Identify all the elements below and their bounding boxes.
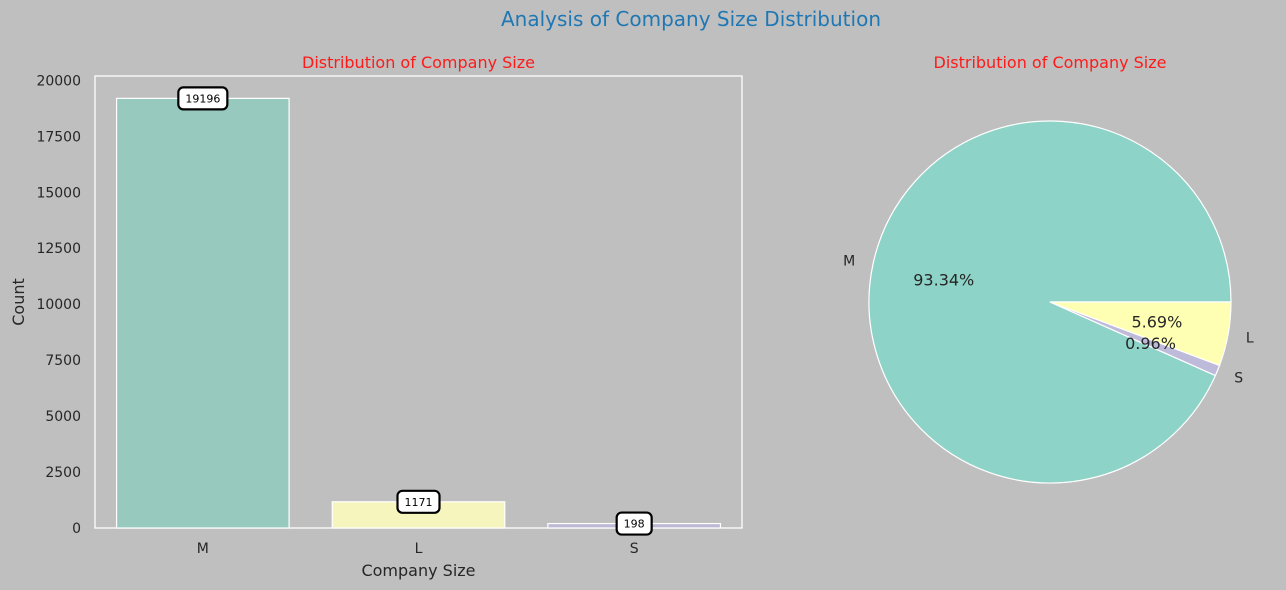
y-tick-label: 0 [72, 521, 81, 537]
pie-category-label: L [1246, 330, 1254, 346]
pie-labels: M 93.34% S 0.96% L 5.69% [843, 254, 1254, 387]
bar-value-label: 1171 [405, 496, 433, 509]
y-tick-label: 2500 [45, 465, 81, 481]
bar-value-label: 19196 [185, 92, 220, 105]
pie-chart: Distribution of Company Size M 93.34% S 0.9… [843, 53, 1254, 484]
figure-title: Analysis of Company Size Distribution [501, 7, 881, 31]
pie-percent-label: 93.34% [913, 270, 974, 289]
x-tick-label: L [415, 541, 423, 557]
pie-percent-label: 5.69% [1131, 312, 1182, 331]
y-tick-label: 15000 [36, 185, 81, 201]
bar-chart-title: Distribution of Company Size [302, 53, 535, 72]
bar-label-box [615, 511, 653, 536]
pie-slice-L [1049, 301, 1232, 367]
pie-percent-label: 0.96% [1125, 334, 1176, 353]
bar-chart: Distribution of Company Size 0 2500 5000 75… [9, 53, 743, 580]
pie-category-label: S [1234, 370, 1243, 386]
bar-label-box [396, 489, 441, 514]
y-tick-label: 7500 [45, 353, 81, 369]
y-tick-label: 10000 [36, 297, 81, 313]
y-tick-label: 5000 [45, 409, 81, 425]
bar-value-label: 198 [624, 518, 645, 531]
y-axis-ticks: 0 2500 5000 7500 10000 12500 15000 17500 20000 [36, 73, 81, 537]
pie-slices [868, 120, 1232, 484]
bar-value-labels: 19196 1171 198 [177, 86, 653, 536]
y-tick-label: 20000 [36, 73, 81, 89]
x-tick-label: S [630, 541, 639, 557]
x-axis-label: Company Size [361, 561, 475, 580]
bar-M [115, 97, 290, 529]
y-tick-label: 12500 [36, 241, 81, 257]
y-tick-label: 17500 [36, 129, 81, 145]
y-axis-label: Count [9, 278, 28, 326]
x-tick-label: M [197, 541, 209, 557]
pie-chart-title: Distribution of Company Size [934, 53, 1167, 72]
bar-label-box [177, 86, 229, 111]
pie-category-label: M [843, 254, 855, 270]
